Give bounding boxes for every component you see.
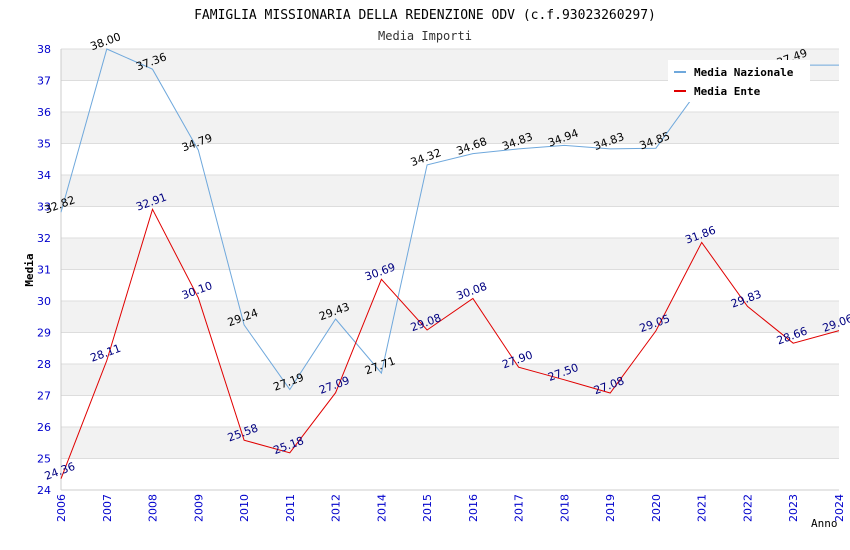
x-axis-ticks: 2006 2007 2008 2009 2010 2011 2012 2014 2015 2016… (55, 494, 846, 522)
data-label: 32.82 (43, 193, 77, 216)
y-tick-label: 32 (37, 232, 51, 245)
y-tick-label: 24 (37, 484, 51, 497)
legend-entry: Media Nazionale (694, 66, 794, 79)
y-tick-label: 27 (37, 390, 51, 403)
x-tick-label: 2021 (696, 494, 709, 522)
y-tick-label: 30 (37, 295, 51, 308)
x-tick-label: 2017 (513, 494, 526, 522)
x-axis-label: Anno (811, 517, 838, 530)
y-tick-label: 37 (37, 75, 51, 88)
plot-band (61, 112, 839, 144)
data-label: 28.11 (89, 342, 123, 365)
x-tick-label: 2009 (192, 494, 205, 522)
y-tick-label: 29 (37, 327, 51, 340)
legend: Media Nazionale Media Ente (668, 60, 810, 102)
y-tick-label: 34 (37, 169, 51, 182)
plot-background (61, 49, 839, 459)
x-tick-label: 2015 (421, 494, 434, 522)
x-tick-label: 2016 (467, 494, 480, 522)
plot-band (61, 364, 839, 396)
data-label: 34.32 (409, 146, 443, 169)
y-tick-label: 26 (37, 421, 51, 434)
x-tick-label: 2018 (558, 494, 571, 522)
chart-subtitle: Media Importi (378, 29, 472, 43)
y-tick-label: 38 (37, 43, 51, 56)
y-axis-label: Media (23, 253, 36, 286)
x-tick-label: 2023 (787, 494, 800, 522)
chart-title: FAMIGLIA MISSIONARIA DELLA REDENZIONE OD… (194, 8, 656, 23)
x-tick-label: 2020 (650, 494, 663, 522)
x-tick-label: 2022 (741, 494, 754, 522)
y-tick-label: 35 (37, 138, 51, 151)
y-tick-label: 33 (37, 201, 51, 214)
series-line (60, 207, 840, 479)
legend-box (668, 60, 810, 102)
x-tick-label: 2019 (604, 494, 617, 522)
x-tick-label: 2014 (375, 494, 388, 522)
x-tick-label: 2008 (147, 494, 160, 522)
x-tick-label: 2012 (330, 494, 343, 522)
legend-entry: Media Ente (694, 85, 761, 98)
grid-lines (60, 48, 839, 491)
x-tick-label: 2010 (238, 494, 251, 522)
plot-band (61, 301, 839, 333)
plot-band (61, 427, 839, 459)
plot-band (61, 175, 839, 207)
plot-band (61, 238, 839, 270)
y-axis-ticks: 24 25 26 27 28 29 30 31 32 33 34 35 36 37 38 (37, 43, 51, 497)
y-tick-label: 28 (37, 358, 51, 371)
x-tick-label: 2006 (55, 494, 68, 522)
x-tick-label: 2007 (101, 494, 114, 522)
x-tick-label: 2011 (284, 494, 297, 522)
y-tick-label: 36 (37, 106, 51, 119)
x-tick-label: 2024 (833, 494, 846, 522)
data-label: 30.10 (180, 279, 214, 302)
y-tick-label: 31 (37, 264, 51, 277)
y-tick-label: 25 (37, 453, 51, 466)
